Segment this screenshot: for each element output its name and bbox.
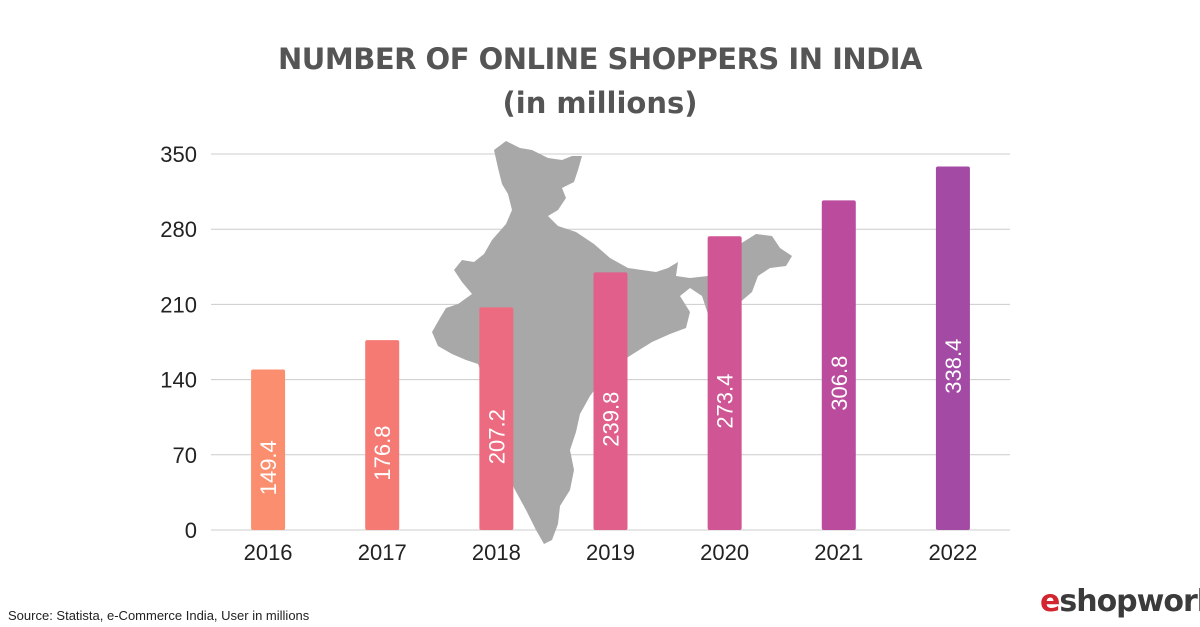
- bars: [251, 166, 970, 530]
- chart-subtitle: (in millions): [502, 86, 698, 120]
- y-tick-label: 0: [185, 518, 197, 543]
- bar-2021: [821, 200, 856, 530]
- data-label: 149.4: [256, 440, 281, 495]
- eshopworld-logo: eshopworld: [1040, 584, 1200, 620]
- bar-2019: [593, 272, 628, 530]
- bar-2018: [479, 307, 514, 530]
- data-label: 176.8: [370, 426, 395, 481]
- bar-2022: [935, 166, 970, 530]
- y-tick-label: 280: [160, 217, 197, 242]
- x-tick-label: 2016: [244, 540, 293, 565]
- y-axis-labels: 0 70 140 210 280 350: [160, 142, 197, 543]
- data-label: 338.4: [941, 339, 966, 394]
- bar-2020: [707, 236, 742, 530]
- data-label: 239.8: [599, 392, 624, 447]
- x-tick-label: 2022: [928, 540, 977, 565]
- y-tick-label: 210: [160, 292, 197, 317]
- data-labels: 149.4 176.8 207.2 239.8 273.4 306.8 338.4: [256, 339, 966, 496]
- bar-2017: [365, 340, 400, 530]
- x-tick-label: 2020: [700, 540, 749, 565]
- x-tick-label: 2017: [358, 540, 407, 565]
- bar-2016: [251, 369, 286, 530]
- x-tick-label: 2019: [586, 540, 635, 565]
- y-tick-label: 140: [160, 368, 197, 393]
- x-tick-label: 2018: [472, 540, 521, 565]
- data-label: 273.4: [713, 374, 738, 429]
- x-tick-label: 2021: [814, 540, 863, 565]
- y-tick-label: 350: [160, 142, 197, 167]
- data-label: 207.2: [484, 409, 509, 464]
- chart-title: NUMBER OF ONLINE SHOPPERS IN INDIA: [278, 42, 922, 76]
- logo-rest: shopworld: [1059, 584, 1200, 619]
- data-label: 306.8: [827, 356, 852, 411]
- x-axis-labels: 2016 2017 2018 2019 2020 2021 2022: [244, 540, 978, 565]
- y-tick-label: 70: [173, 443, 197, 468]
- logo-prefix: e: [1040, 584, 1060, 619]
- source-note: Source: Statista, e-Commerce India, User…: [8, 608, 310, 623]
